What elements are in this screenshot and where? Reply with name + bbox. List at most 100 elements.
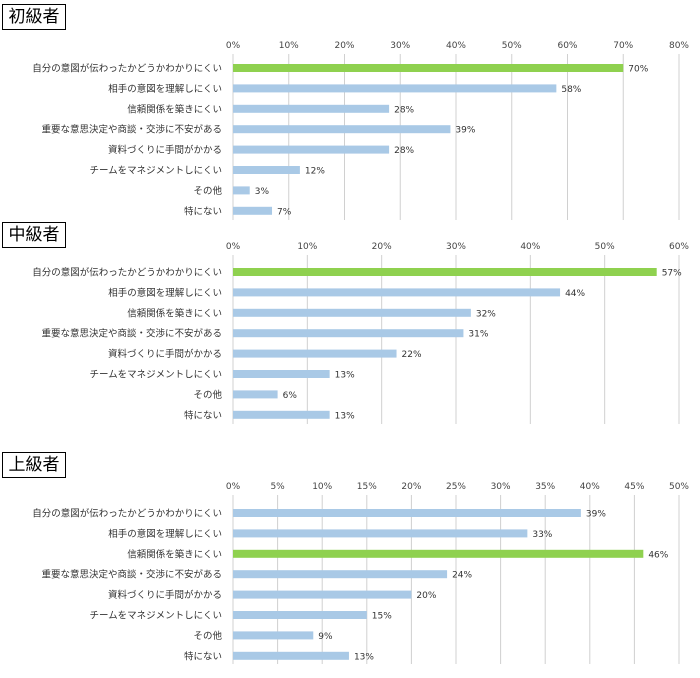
x-tick-label: 5% — [270, 482, 285, 492]
x-tick-label: 20% — [401, 482, 421, 492]
category-label: 資料づくりに手間がかかる — [108, 589, 222, 601]
bar — [233, 549, 644, 558]
bar-chart: 0% 10% 20% 30% 40% 50% 60% 70% 80% 自分の意図が伝わったかどうか… — [32, 41, 689, 220]
data-label: 7% — [277, 207, 292, 217]
bar — [233, 349, 397, 358]
bar — [233, 570, 448, 579]
x-tick-label: 40% — [580, 482, 600, 492]
category-label: 信頼関係を築きにくい — [127, 307, 222, 319]
x-tick-label: 45% — [624, 482, 644, 492]
bar — [233, 410, 330, 419]
data-label: 13% — [354, 652, 374, 662]
category-label: チームをマネジメントしにくい — [89, 611, 222, 622]
x-tick-label: 0% — [226, 41, 241, 51]
data-label: 58% — [561, 85, 581, 95]
bar — [233, 145, 390, 154]
data-label: 33% — [532, 530, 552, 540]
data-label: 24% — [452, 571, 472, 581]
category-label: 重要な意思決定や商談・交渉に不安がある — [41, 569, 222, 581]
x-tick-label: 50% — [669, 482, 689, 492]
data-label: 9% — [318, 632, 333, 642]
x-tick-label: 20% — [372, 242, 392, 252]
bar — [233, 611, 367, 619]
chart-panel-advanced: 上級者 0% 5% 10% 15% 20% 25% 30% 35% 40% 45% 50% 自分の意図… — [0, 450, 700, 678]
x-tick-label: 30% — [446, 242, 466, 252]
category-label: 相手の意図を理解しにくい — [108, 287, 222, 299]
data-label: 28% — [394, 105, 414, 115]
bar — [233, 631, 314, 640]
data-label: 22% — [402, 350, 422, 360]
bar — [233, 308, 471, 317]
data-label: 39% — [586, 510, 606, 520]
x-tick-label: 60% — [557, 41, 577, 51]
x-tick-label: 40% — [520, 242, 540, 252]
chart-title: 中級者 — [2, 222, 66, 248]
category-label: 特にない — [184, 409, 222, 421]
bar — [233, 329, 464, 338]
category-label: 信頼関係を築きにくい — [127, 103, 222, 115]
x-tick-label: 50% — [502, 41, 522, 51]
category-label: 重要な意思決定や商談・交渉に不安がある — [41, 124, 222, 136]
bar — [233, 104, 390, 113]
x-tick-label: 40% — [446, 41, 466, 51]
category-label: 資料づくりに手間がかかる — [108, 144, 222, 156]
x-tick-label: 0% — [226, 242, 241, 252]
category-label: 資料づくりに手間がかかる — [108, 348, 222, 360]
x-tick-label: 10% — [279, 41, 299, 51]
data-label: 15% — [372, 612, 392, 622]
bar — [233, 370, 330, 378]
category-label: 重要な意思決定や商談・交渉に不安がある — [41, 328, 222, 340]
bar — [233, 125, 451, 134]
chart-panel-beginner: 初級者 0% 10% 20% 30% 40% 50% 60% 70% 80% 自分の意図が伝わった… — [0, 0, 700, 222]
chart-panel-intermediate: 中級者 0% 10% 20% 30% 40% 50% 60% 自分の意図が伝わったかどうかわか… — [0, 222, 700, 450]
bar — [233, 529, 528, 538]
bar — [233, 651, 349, 660]
category-label: 信頼関係を築きにくい — [127, 548, 222, 560]
x-tick-label: 80% — [669, 41, 689, 51]
x-tick-label: 35% — [535, 482, 555, 492]
chart-title: 上級者 — [2, 452, 66, 478]
x-tick-label: 10% — [297, 242, 317, 252]
x-tick-label: 15% — [357, 482, 377, 492]
bar — [233, 206, 273, 215]
bar-chart: 0% 10% 20% 30% 40% 50% 60% 自分の意図が伝わったかどうかわかりにくい… — [32, 242, 689, 424]
data-label: 31% — [468, 330, 488, 340]
category-label: チームをマネジメントしにくい — [89, 166, 222, 177]
bar — [233, 64, 624, 72]
data-label: 13% — [335, 411, 355, 421]
x-tick-label: 60% — [669, 242, 689, 252]
bar — [233, 288, 561, 297]
x-tick-label: 20% — [334, 41, 354, 51]
category-label: 特にない — [184, 205, 222, 217]
data-label: 44% — [565, 289, 585, 299]
bar — [233, 84, 557, 93]
category-label: 自分の意図が伝わったかどうかわかりにくい — [32, 63, 222, 75]
data-label: 46% — [648, 550, 668, 560]
data-label: 28% — [394, 146, 414, 156]
x-tick-label: 50% — [595, 242, 615, 252]
bar — [233, 186, 250, 195]
bar — [233, 268, 657, 276]
x-tick-label: 30% — [491, 482, 511, 492]
data-label: 39% — [455, 126, 475, 136]
data-label: 32% — [476, 309, 496, 319]
x-tick-label: 10% — [312, 482, 332, 492]
data-label: 3% — [255, 187, 270, 197]
category-label: その他 — [193, 389, 222, 401]
category-label: チームをマネジメントしにくい — [89, 370, 222, 381]
chart-title: 初級者 — [2, 4, 66, 30]
category-label: 相手の意図を理解しにくい — [108, 528, 222, 540]
category-label: 自分の意図が伝わったかどうかわかりにくい — [32, 508, 222, 520]
category-label: その他 — [193, 185, 222, 197]
category-label: 自分の意図が伝わったかどうかわかりにくい — [32, 267, 222, 279]
data-label: 20% — [416, 591, 436, 601]
data-label: 13% — [335, 371, 355, 381]
data-label: 57% — [662, 269, 682, 279]
x-tick-label: 0% — [226, 482, 241, 492]
data-label: 12% — [305, 167, 325, 177]
data-label: 6% — [283, 391, 298, 401]
bar-chart: 0% 5% 10% 15% 20% 25% 30% 35% 40% 45% 50% 自分の意図が伝わっ… — [32, 482, 689, 664]
bar — [233, 166, 300, 174]
bar — [233, 590, 412, 599]
bar — [233, 390, 278, 399]
